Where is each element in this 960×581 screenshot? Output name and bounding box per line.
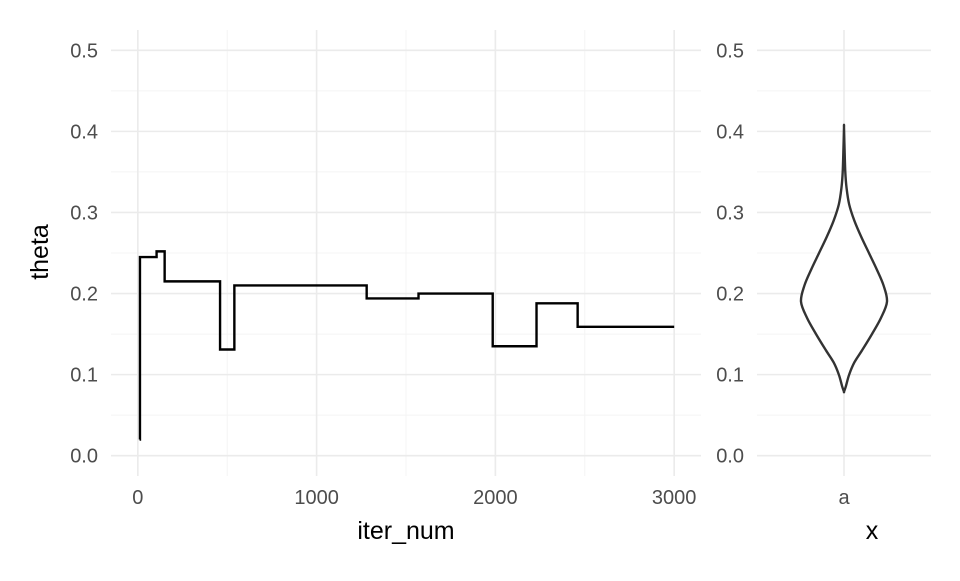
violin-y-tick-label: 0.5 xyxy=(716,40,744,62)
trace-y-tick-label: 0.1 xyxy=(70,365,98,387)
violin-panel: 0.0 0.1 0.2 0.3 0.4 0.5 a x xyxy=(716,30,931,545)
trace-y-tick-label: 0.5 xyxy=(70,40,98,62)
trace-series-line xyxy=(138,250,675,441)
trace-x-tick-label: 0 xyxy=(132,487,143,509)
trace-panel: 0.0 0.1 0.2 0.3 0.4 0.5 0 1000 2000 3000 iter_num… xyxy=(26,30,701,545)
trace-x-tick-label: 1000 xyxy=(294,487,339,509)
violin-y-tick-label: 0.3 xyxy=(716,202,744,224)
trace-x-axis-title: iter_num xyxy=(357,517,454,545)
violin-y-tick-label: 0.1 xyxy=(716,365,744,387)
trace-y-tick-label: 0.4 xyxy=(70,121,98,143)
violin-y-tick-label: 0.4 xyxy=(716,121,744,143)
trace-y-tick-label: 0.0 xyxy=(70,446,98,468)
trace-grid xyxy=(111,30,701,476)
trace-x-tick-label: 3000 xyxy=(652,487,697,509)
trace-y-tick-label: 0.2 xyxy=(70,284,98,306)
trace-marks xyxy=(138,250,675,441)
violin-x-axis-title: x xyxy=(866,517,879,545)
trace-ticks: 0.0 0.1 0.2 0.3 0.4 0.5 0 1000 2000 3000 xyxy=(70,40,696,509)
trace-x-tick-label: 2000 xyxy=(473,487,518,509)
violin-shape xyxy=(799,123,889,394)
violin-marks xyxy=(799,123,889,394)
violin-ticks: 0.0 0.1 0.2 0.3 0.4 0.5 a xyxy=(716,40,850,509)
violin-y-tick-label: 0.2 xyxy=(716,284,744,306)
trace-y-axis-title: theta xyxy=(26,224,54,280)
violin-y-tick-label: 0.0 xyxy=(716,446,744,468)
violin-x-tick-label: a xyxy=(838,487,850,509)
trace-y-tick-label: 0.3 xyxy=(70,202,98,224)
